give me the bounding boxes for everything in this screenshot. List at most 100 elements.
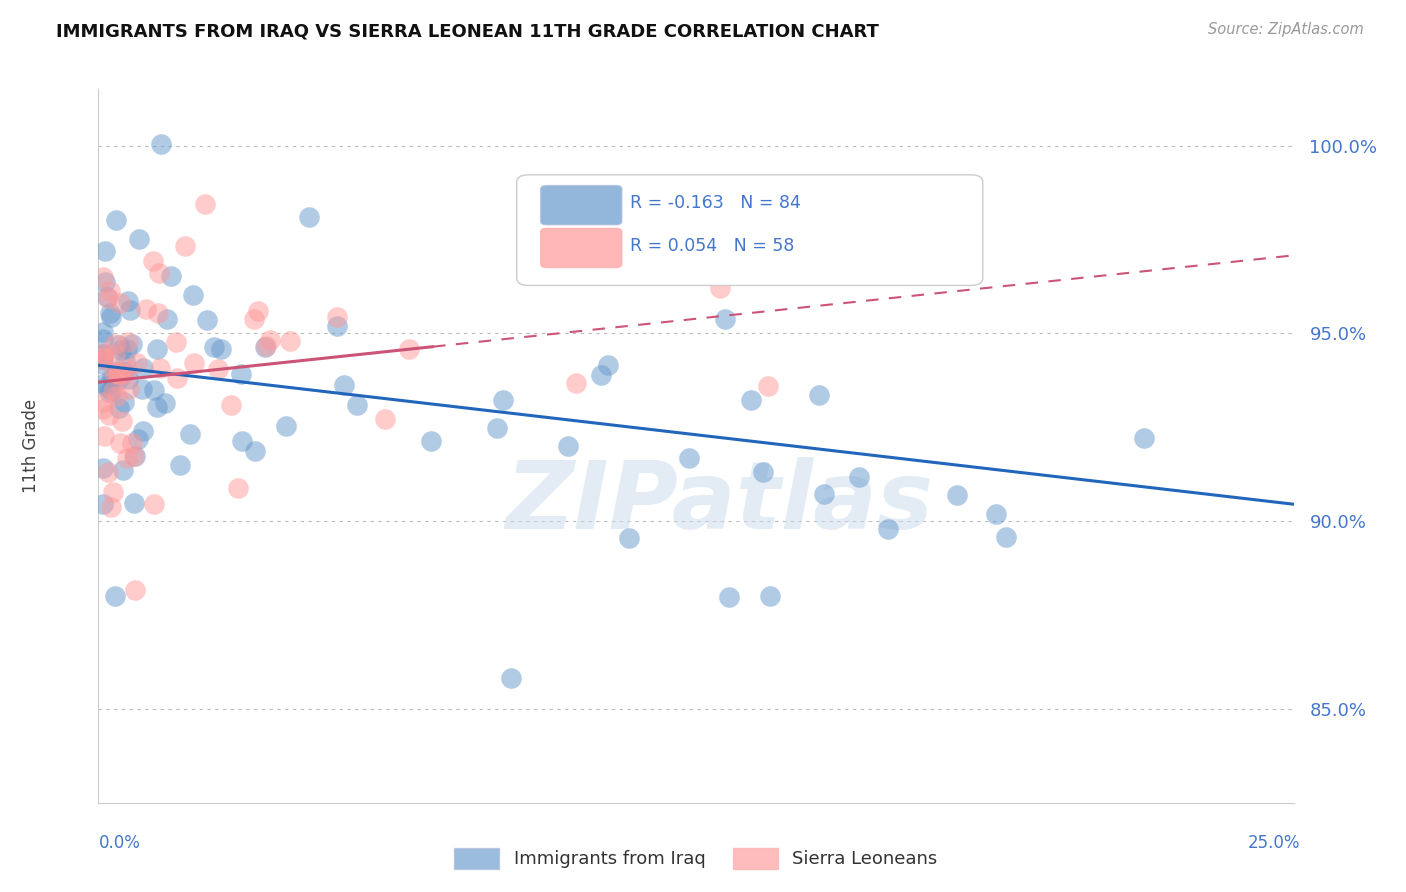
Point [112,365,135,379]
Point [91,351,114,365]
Point [202,340,225,354]
Point [112,463,135,477]
Point [150,136,173,151]
Point [121,337,143,351]
Point [91,357,114,371]
Point [96,378,118,392]
Point [717,590,740,604]
Point [565,376,588,391]
Point [984,507,1007,521]
Point [100,310,122,324]
Point [142,254,165,268]
Point [226,481,249,495]
Point [278,334,301,348]
Point [117,372,139,386]
Point [118,303,141,318]
Point [108,338,131,352]
Text: Source: ZipAtlas.com: Source: ZipAtlas.com [1208,22,1364,37]
Text: R = 0.054   N = 58: R = 0.054 N = 58 [630,237,794,255]
Point [93,429,115,443]
Point [209,342,232,356]
Point [1133,431,1156,445]
Point [100,284,122,298]
Point [419,434,441,449]
Point [104,348,127,362]
Point [596,358,619,372]
Point [97,384,120,399]
Point [247,304,270,318]
Point [194,196,217,211]
Point [486,421,509,435]
Text: 0.0%: 0.0% [98,834,141,852]
Point [114,353,136,368]
Point [94,244,117,258]
Point [91,376,114,391]
Point [105,388,128,402]
Point [166,371,188,385]
Point [813,487,835,501]
Point [619,531,641,545]
Point [107,368,129,382]
Point [346,398,368,412]
Point [91,351,114,366]
Point [276,419,298,434]
Point [740,392,762,407]
Point [97,466,120,480]
Point [108,365,131,379]
Point [374,412,396,426]
FancyBboxPatch shape [517,175,983,285]
Point [589,368,612,383]
Point [153,395,176,409]
Point [332,378,354,392]
Point [229,368,252,382]
Point [128,232,150,246]
Point [127,432,149,446]
Point [326,310,349,324]
Text: 11th Grade: 11th Grade [22,399,39,493]
Point [146,306,169,320]
Legend: Immigrants from Iraq, Sierra Leoneans: Immigrants from Iraq, Sierra Leoneans [447,840,945,876]
Point [91,352,114,367]
Point [124,449,146,463]
Point [117,334,139,349]
Point [995,530,1018,544]
Point [253,340,276,354]
Point [759,589,782,603]
Point [848,470,870,484]
Point [91,395,114,409]
Point [179,426,201,441]
Point [243,311,266,326]
Point [149,361,172,376]
Point [101,384,124,398]
Point [91,497,114,511]
Point [91,461,114,475]
Point [112,368,135,382]
Point [91,345,114,359]
Point [104,337,127,351]
Point [219,398,242,412]
Point [877,522,900,536]
Point [156,312,179,326]
Point [752,466,775,480]
Point [169,458,191,472]
Point [181,288,204,302]
Point [101,370,124,384]
Point [326,319,349,334]
Point [107,372,129,386]
Text: IMMIGRANTS FROM IRAQ VS SIERRA LEONEAN 11TH GRADE CORRELATION CHART: IMMIGRANTS FROM IRAQ VS SIERRA LEONEAN 1… [56,22,879,40]
Point [254,338,277,352]
Point [124,495,146,509]
Point [756,379,779,393]
Point [243,444,266,458]
Point [100,383,122,397]
Text: 25.0%: 25.0% [1249,834,1301,852]
Point [97,408,120,422]
FancyBboxPatch shape [540,228,621,268]
FancyBboxPatch shape [540,186,621,225]
Point [107,367,129,381]
Point [165,334,187,349]
Point [111,414,134,428]
Point [91,332,114,346]
Point [117,293,139,308]
Point [174,239,197,253]
